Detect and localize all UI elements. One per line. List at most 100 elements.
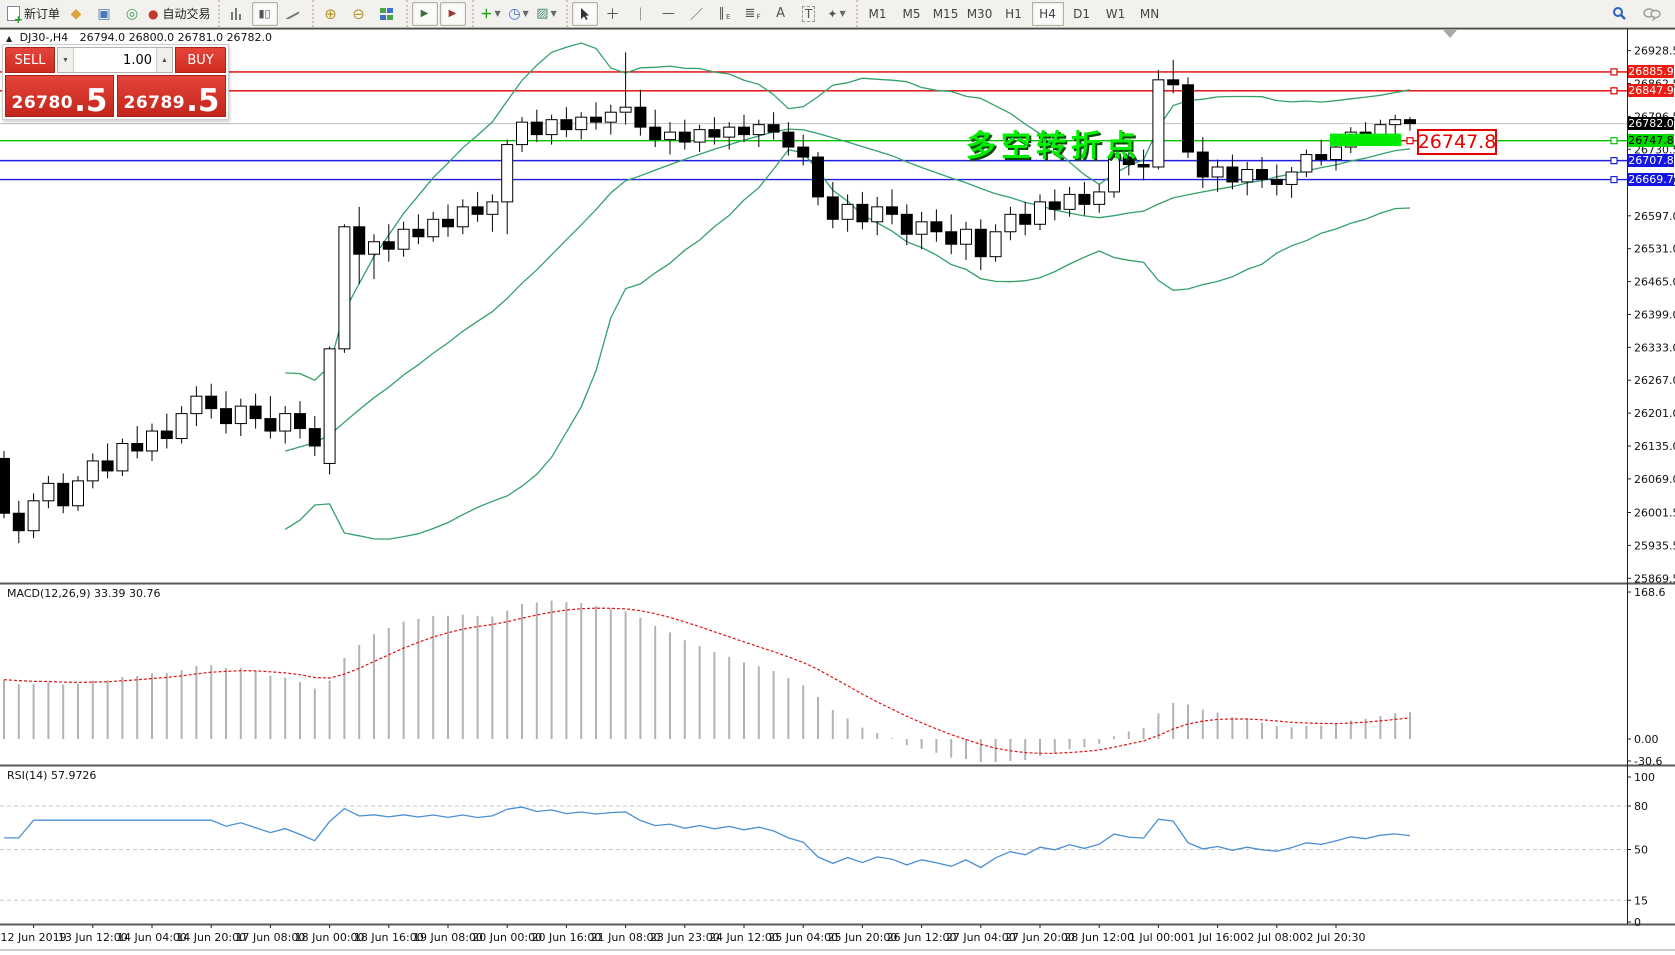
- volume-control: ▼ ▲: [57, 47, 173, 73]
- chart-shift-marker-icon[interactable]: [1443, 30, 1457, 38]
- candle-chart-button[interactable]: ▮▯: [251, 1, 278, 26]
- rsi-pane: [0, 805, 1627, 901]
- svg-text:26135.0: 26135.0: [1634, 440, 1675, 453]
- volume-increase-button[interactable]: ▲: [156, 48, 172, 72]
- auto-scroll-button[interactable]: ▶: [411, 1, 438, 26]
- zoom-in-button[interactable]: ⊕: [318, 2, 344, 26]
- ohlc-header: ▲ DJ30-,H4 26794.0 26800.0 26781.0 26782…: [6, 31, 272, 44]
- timeframe-group: M1 M5 M15 M30 H1 H4 D1 W1 MN: [855, 0, 1170, 27]
- svg-text:25 Jun 20:00: 25 Jun 20:00: [827, 931, 897, 944]
- chevron-down-icon[interactable]: ▼: [494, 9, 501, 18]
- label-icon: T: [801, 5, 816, 22]
- svg-text:26201.0: 26201.0: [1634, 407, 1675, 420]
- chart-shift-button[interactable]: ▶: [439, 1, 466, 26]
- trendline-icon: ／: [690, 8, 704, 23]
- price-badge-26747.8: 26747.8: [1628, 133, 1674, 147]
- indicators-button[interactable]: ＋ ▼: [478, 2, 504, 26]
- timeframe-button-w1[interactable]: W1: [1105, 6, 1126, 21]
- svg-text:2 Jul 08:00: 2 Jul 08:00: [1247, 931, 1306, 944]
- hline-button[interactable]: —: [656, 2, 682, 26]
- signal-button[interactable]: ◎: [119, 2, 145, 26]
- highlight-zone-rect: [1330, 133, 1402, 147]
- svg-text:18 Jun 00:00: 18 Jun 00:00: [295, 931, 365, 944]
- vline-button[interactable]: ｜: [628, 2, 654, 26]
- tile-windows-button[interactable]: [374, 2, 400, 26]
- computer-icon: ▣: [97, 5, 111, 22]
- cursor-button[interactable]: [571, 1, 598, 26]
- publisher-button[interactable]: ▣: [91, 2, 117, 26]
- eraser-button[interactable]: ◆: [63, 2, 89, 26]
- svg-text:15: 15: [1634, 894, 1648, 907]
- svg-text:0.00: 0.00: [1634, 733, 1659, 746]
- text-button[interactable]: A: [768, 2, 794, 26]
- chevron-down-icon[interactable]: ▼: [522, 9, 529, 18]
- volume-input[interactable]: [74, 48, 156, 72]
- zone-price-label[interactable]: 26747.8: [1417, 129, 1497, 155]
- arrows-button[interactable]: ✦ ▼: [824, 2, 850, 26]
- line-chart-button[interactable]: [280, 2, 306, 26]
- svg-text:168.6: 168.6: [1634, 586, 1666, 599]
- autotrade-button[interactable]: ● 自动交易: [147, 2, 212, 26]
- volume-decrease-button[interactable]: ▼: [58, 48, 74, 72]
- search-button[interactable]: [1606, 2, 1632, 26]
- templates-button[interactable]: ▨ ▼: [534, 2, 560, 26]
- chat-icon: [1643, 7, 1661, 21]
- chart-annotation-text[interactable]: 多空转折点: [966, 129, 1141, 164]
- price-badge-26707.8: 26707.8: [1628, 153, 1674, 167]
- indicators-icon: ＋: [480, 7, 493, 21]
- svg-text:1 Jul 00:00: 1 Jul 00:00: [1129, 931, 1188, 944]
- rsi-line: [4, 806, 1411, 869]
- candlesticks: [0, 52, 1416, 544]
- timeframe-button-m1[interactable]: M1: [868, 6, 887, 21]
- line-chart-icon: [286, 8, 299, 19]
- ohlc-values: 26794.0 26800.0 26781.0 26782.0: [79, 31, 273, 44]
- svg-text:26531.0: 26531.0: [1634, 243, 1675, 256]
- bar-chart-button[interactable]: [224, 2, 250, 26]
- svg-text:26069.0: 26069.0: [1634, 473, 1675, 486]
- bollinger-band: [285, 128, 1411, 452]
- timeframe-button-mn[interactable]: MN: [1139, 6, 1160, 21]
- buy-button[interactable]: BUY: [175, 47, 226, 73]
- timeframe-button-m5[interactable]: M5: [902, 6, 921, 21]
- fibonacci-button[interactable]: ≣ F: [740, 2, 766, 26]
- svg-text:20 Jun 16:00: 20 Jun 16:00: [531, 931, 601, 944]
- tile-windows-icon: [380, 7, 394, 20]
- chevron-down-icon[interactable]: ▼: [839, 9, 846, 18]
- text-icon: A: [776, 6, 785, 21]
- sell-button[interactable]: SELL: [5, 47, 55, 73]
- zoom-out-button[interactable]: ⊖: [346, 2, 372, 26]
- timeframe-button-m15[interactable]: M15: [932, 6, 959, 21]
- chevron-down-icon[interactable]: ▼: [550, 9, 557, 18]
- symbol-period-label: DJ30-,H4: [19, 31, 69, 44]
- periods-button[interactable]: ◷ ▼: [506, 2, 532, 26]
- new-order-label: 新订单: [24, 7, 61, 21]
- price-axis: 26928.526862.526796.526730.526664.526597…: [1627, 45, 1675, 929]
- horizontal-line-icon: —: [662, 6, 676, 21]
- ask-price-display[interactable]: 26789 .5: [117, 75, 226, 117]
- svg-text:14 Jun 04:00: 14 Jun 04:00: [117, 931, 187, 944]
- bar-chart-icon: [230, 7, 244, 20]
- bid-price-display[interactable]: 26780 .5: [5, 75, 114, 117]
- bid-main-digits: 26780: [11, 93, 74, 113]
- chart-shift-icon: ▶: [448, 8, 457, 19]
- svg-text:21 Jun 08:00: 21 Jun 08:00: [591, 931, 661, 944]
- timeframe-button-d1[interactable]: D1: [1073, 6, 1090, 21]
- svg-text:12 Jun 2019: 12 Jun 2019: [1, 931, 67, 944]
- price-badge-26847.9: 26847.9: [1628, 83, 1674, 97]
- timeframe-button-m30[interactable]: M30: [966, 6, 993, 21]
- timeframe-button-h4[interactable]: H4: [1031, 1, 1064, 26]
- svg-text:23 Jun 23:00: 23 Jun 23:00: [650, 931, 720, 944]
- new-order-button[interactable]: + 新订单: [6, 2, 61, 26]
- svg-text:26928.5: 26928.5: [1634, 45, 1675, 58]
- crosshair-button[interactable]: ＋: [600, 2, 626, 26]
- trendline-button[interactable]: ／: [684, 2, 710, 26]
- chat-button[interactable]: [1639, 2, 1665, 26]
- svg-text:26001.5: 26001.5: [1634, 507, 1675, 520]
- timeframe-button-h1[interactable]: H1: [1005, 6, 1022, 21]
- channel-button[interactable]: ∥ E: [712, 2, 738, 26]
- text-label-button[interactable]: T: [796, 2, 822, 26]
- svg-text:26465.0: 26465.0: [1634, 276, 1675, 289]
- collapse-panel-icon[interactable]: ▲: [6, 34, 13, 43]
